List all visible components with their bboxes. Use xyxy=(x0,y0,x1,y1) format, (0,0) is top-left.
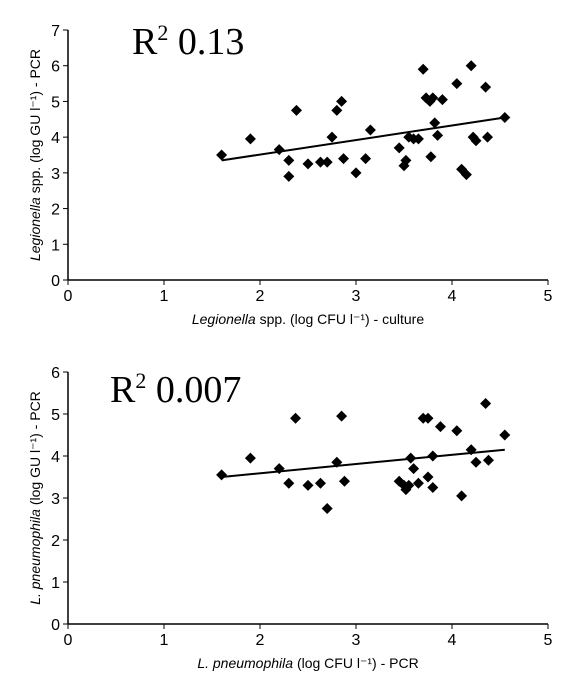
y-tick-label: 2 xyxy=(51,202,60,219)
data-point-diamond xyxy=(338,153,350,165)
data-point-diamond xyxy=(422,412,434,424)
data-point-diamond xyxy=(451,78,463,90)
x-tick-label: 0 xyxy=(64,288,73,305)
x-tick-label: 3 xyxy=(352,632,361,649)
data-point-diamond xyxy=(290,412,302,424)
r-squared-annotation: R2 0.13 xyxy=(132,20,244,63)
data-point-diamond xyxy=(403,479,415,491)
data-point-diamond xyxy=(470,135,482,147)
x-tick-label: 4 xyxy=(448,288,457,305)
y-tick-label: 5 xyxy=(51,94,60,111)
data-point-diamond xyxy=(314,477,326,489)
data-point-diamond xyxy=(244,133,256,145)
data-point-diamond xyxy=(326,131,338,143)
data-point-diamond xyxy=(336,410,348,422)
data-point-diamond xyxy=(427,482,439,493)
data-point-diamond xyxy=(499,429,511,441)
data-point-diamond xyxy=(321,503,333,514)
data-point-diamond xyxy=(400,154,412,166)
data-point-diamond xyxy=(434,421,446,433)
data-point-diamond xyxy=(480,81,492,93)
y-tick-label: 4 xyxy=(51,449,60,466)
data-point-diamond xyxy=(425,151,437,163)
data-point-diamond xyxy=(336,95,348,107)
data-point-diamond xyxy=(283,170,295,182)
data-point-diamond xyxy=(273,463,285,475)
data-point-diamond xyxy=(364,124,376,136)
y-tick-label: 7 xyxy=(51,23,60,40)
x-tick-label: 1 xyxy=(160,288,169,305)
data-point-diamond xyxy=(331,456,343,468)
y-tick-label: 6 xyxy=(51,365,60,382)
data-point-diamond xyxy=(216,469,228,481)
data-point-diamond xyxy=(408,463,420,475)
y-axis-title: Legionella spp. (log GU l⁻¹) - PCR xyxy=(27,49,43,261)
trend-line xyxy=(221,448,505,478)
data-point-diamond xyxy=(273,144,285,156)
x-tick-label: 2 xyxy=(256,632,265,649)
y-tick-label: 4 xyxy=(51,130,60,147)
data-point-diamond xyxy=(331,104,343,116)
data-point-diamond xyxy=(465,444,477,456)
data-point-diamond xyxy=(482,131,494,143)
data-point-diamond xyxy=(460,169,472,181)
x-tick-label: 5 xyxy=(544,632,553,649)
r-squared-annotation: R2 0.007 xyxy=(110,368,241,411)
y-tick-label: 6 xyxy=(51,59,60,76)
y-tick-label: 0 xyxy=(51,617,60,634)
data-point-diamond xyxy=(321,156,333,168)
data-point-diamond xyxy=(429,117,441,129)
x-tick-label: 2 xyxy=(256,288,265,305)
data-point-diamond xyxy=(314,156,326,168)
x-tick-label: 0 xyxy=(64,632,73,649)
data-point-diamond xyxy=(427,92,439,104)
data-point-diamond xyxy=(436,94,448,106)
data-point-diamond xyxy=(216,149,228,161)
data-point-diamond xyxy=(360,153,372,165)
x-axis-title: Legionella spp. (log CFU l⁻¹) - culture xyxy=(192,311,424,327)
data-point-diamond xyxy=(283,477,295,489)
data-point-diamond xyxy=(302,158,314,170)
data-point-diamond xyxy=(499,112,511,123)
data-point-diamond xyxy=(393,142,405,154)
data-point-diamond xyxy=(405,452,417,464)
data-point-diamond xyxy=(412,133,424,145)
y-tick-label: 2 xyxy=(51,533,60,550)
data-point-diamond xyxy=(422,471,434,483)
y-tick-label: 0 xyxy=(51,273,60,290)
y-axis-title: L. pneumophila (log GU l⁻¹) - PCR xyxy=(27,391,43,605)
scatter-chart-pneumophila: 0 1 2 3 4 5 0 1 2 3 4 5 6 L. pneumophila (log CFU l⁻¹… xyxy=(27,365,553,671)
data-point-diamond xyxy=(417,63,429,75)
data-point-diamond xyxy=(290,104,302,116)
data-point-diamond xyxy=(393,475,405,487)
x-axis-title: L. pneumophila (log CFU l⁻¹) - PCR xyxy=(197,655,418,671)
x-tick-label: 5 xyxy=(544,288,553,305)
data-point-diamond xyxy=(244,452,256,464)
data-point-diamond xyxy=(283,154,295,166)
data-point-diamond xyxy=(480,398,492,409)
x-tick-label: 3 xyxy=(352,288,361,305)
data-point-diamond xyxy=(465,60,477,72)
scatter-chart-legionella: 0 1 2 3 4 5 0 1 2 3 4 5 6 7 Legionella spp. (log CFU l… xyxy=(27,20,553,327)
x-tick-label: 4 xyxy=(448,632,457,649)
data-point-diamond xyxy=(338,475,350,487)
data-point-diamond xyxy=(482,454,494,466)
y-tick-label: 3 xyxy=(51,166,60,183)
data-point-diamond xyxy=(432,129,444,141)
data-point-diamond xyxy=(470,456,482,468)
y-tick-label: 5 xyxy=(51,407,60,424)
data-point-diamond xyxy=(302,479,314,491)
x-tick-label: 1 xyxy=(160,632,169,649)
data-point-diamond xyxy=(451,425,463,437)
data-point-diamond xyxy=(350,167,362,179)
y-tick-label: 1 xyxy=(51,575,60,592)
data-point-diamond xyxy=(456,490,468,502)
data-point-diamond xyxy=(427,450,439,462)
y-tick-label: 3 xyxy=(51,491,60,508)
data-point-diamond xyxy=(412,477,424,489)
y-tick-label: 1 xyxy=(51,237,60,254)
trend-line xyxy=(221,116,505,162)
